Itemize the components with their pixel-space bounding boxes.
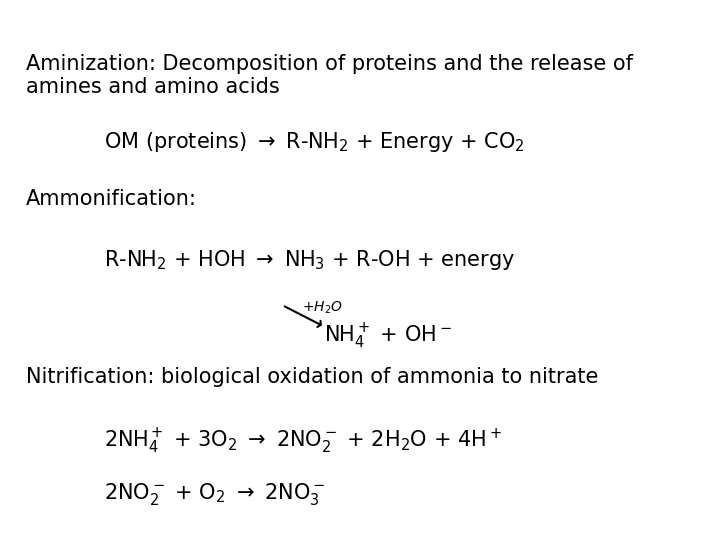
Text: OM (proteins) $\rightarrow$ R-NH$_2$ + Energy + CO$_2$: OM (proteins) $\rightarrow$ R-NH$_2$ + E… xyxy=(104,130,524,153)
Text: NH$_4^+$ + OH$^-$: NH$_4^+$ + OH$^-$ xyxy=(324,321,452,350)
Text: Aminization: Decomposition of proteins and the release of
amines and amino acids: Aminization: Decomposition of proteins a… xyxy=(26,54,633,97)
Text: 2NH$_4^+$ + 3O$_2$ $\rightarrow$ 2NO$_2^-$ + 2H$_2$O + 4H$^+$: 2NH$_4^+$ + 3O$_2$ $\rightarrow$ 2NO$_2^… xyxy=(104,427,502,456)
Text: $+H_2O$: $+H_2O$ xyxy=(302,300,343,316)
Text: R-NH$_2$ + HOH $\rightarrow$ NH$_3$ + R-OH + energy: R-NH$_2$ + HOH $\rightarrow$ NH$_3$ + R-… xyxy=(104,248,515,272)
Text: Nitrification: biological oxidation of ammonia to nitrate: Nitrification: biological oxidation of a… xyxy=(26,367,598,387)
Text: 2NO$_2^-$ + O$_2$ $\rightarrow$ 2NO$_3^-$: 2NO$_2^-$ + O$_2$ $\rightarrow$ 2NO$_3^-… xyxy=(104,481,325,507)
Text: Ammonification:: Ammonification: xyxy=(26,189,197,209)
